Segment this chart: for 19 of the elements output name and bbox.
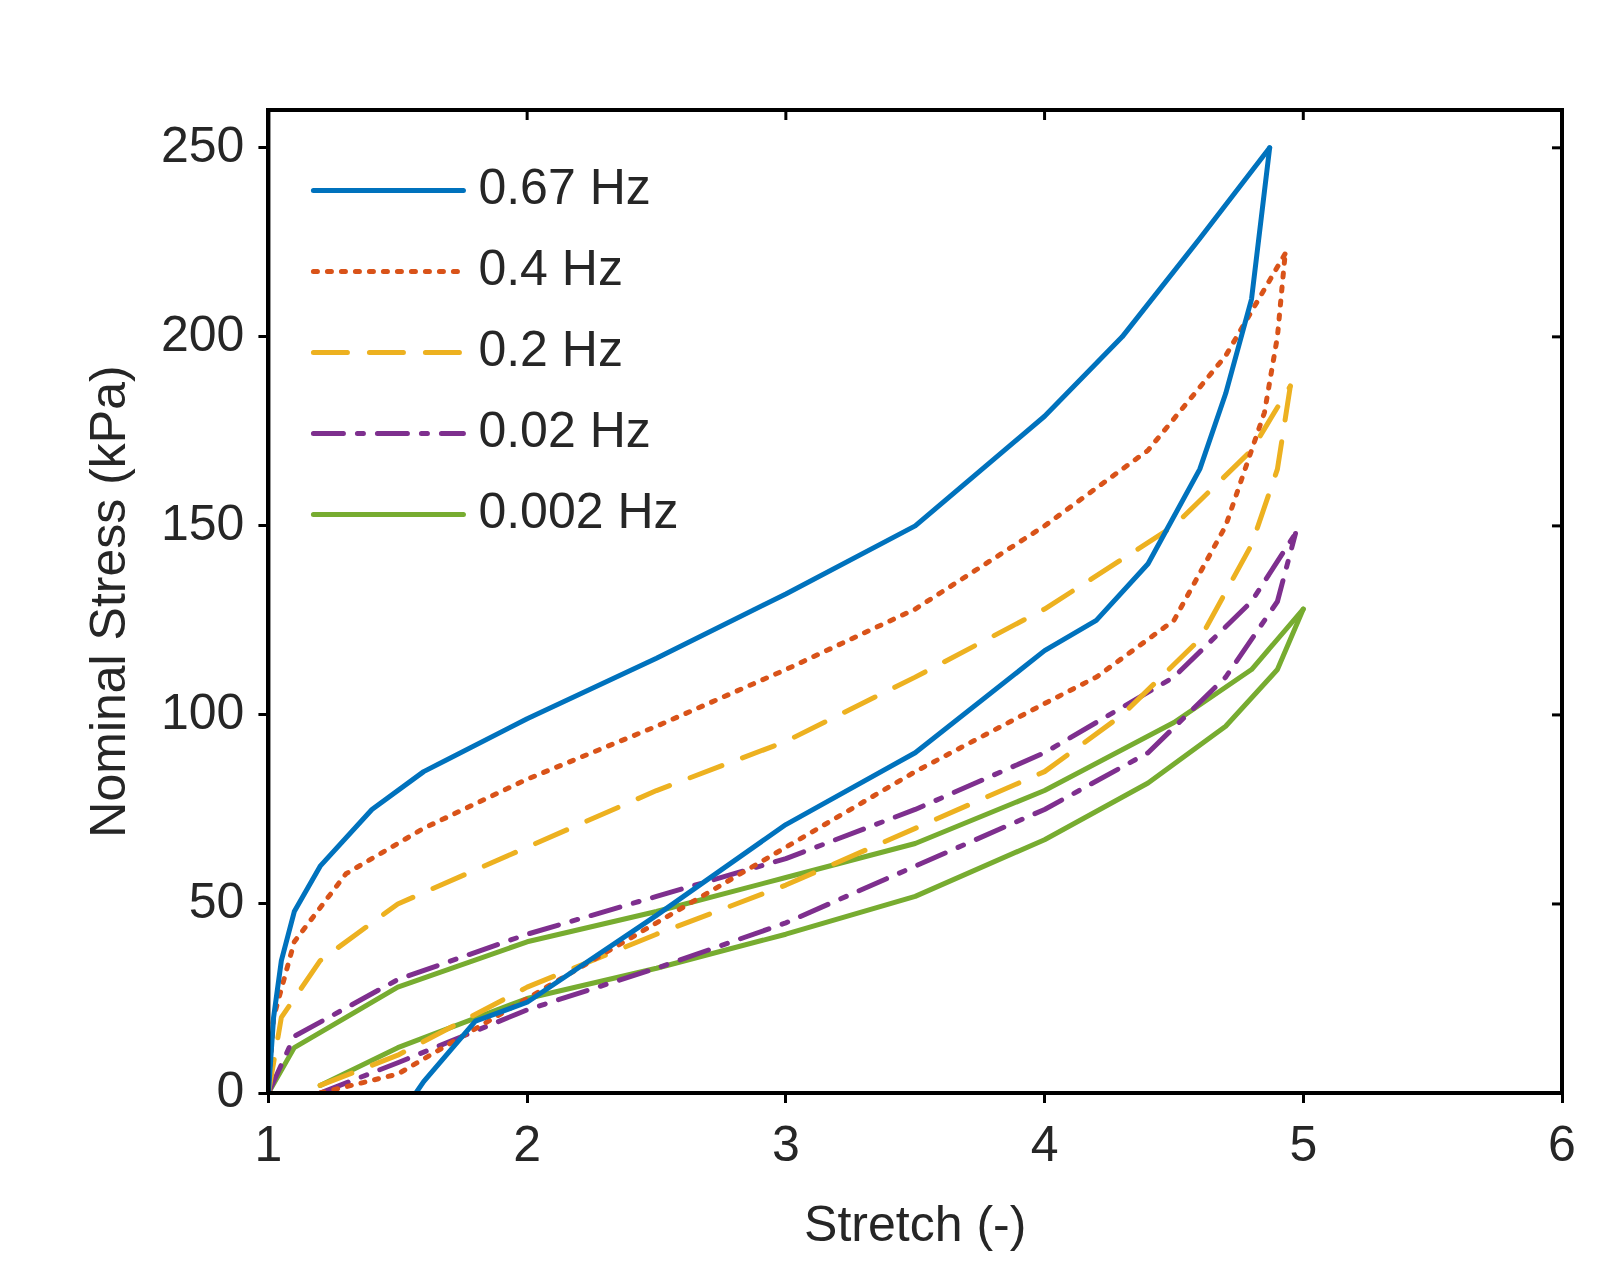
legend-label: 0.002 Hz	[478, 483, 679, 540]
x-axis-title: Stretch (-)	[804, 1195, 1027, 1252]
y-tick-label: 100	[160, 683, 245, 740]
x-tick-label: 5	[1289, 1115, 1318, 1172]
y-tick-label: 250	[160, 116, 245, 173]
x-tick-label: 2	[513, 1115, 542, 1172]
x-tick-label: 4	[1030, 1115, 1059, 1172]
y-tick-label: 50	[188, 872, 245, 929]
legend-label: 0.02 Hz	[478, 402, 651, 459]
legend-label: 0.4 Hz	[478, 240, 623, 297]
y-tick-label: 200	[160, 305, 245, 362]
legend-label: 0.67 Hz	[478, 159, 651, 216]
legend-label: 0.2 Hz	[478, 321, 623, 378]
y-axis-title: Nominal Stress (kPa)	[79, 365, 136, 838]
x-tick-label: 3	[771, 1115, 800, 1172]
y-tick-label: 0	[216, 1061, 245, 1118]
x-tick-label: 1	[254, 1115, 283, 1172]
y-tick-label: 150	[160, 494, 245, 551]
x-tick-label: 6	[1548, 1115, 1576, 1172]
